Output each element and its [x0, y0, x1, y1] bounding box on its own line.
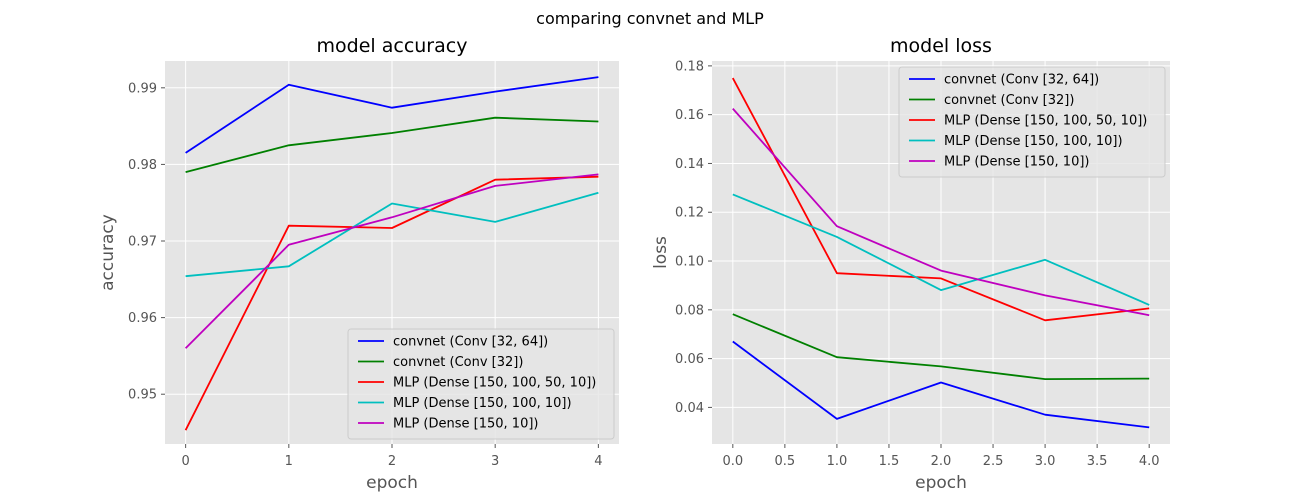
x-tick-label: 1.0	[827, 454, 848, 469]
x-tick-label: 0.5	[775, 454, 796, 469]
legend-label: MLP (Dense [150, 100, 50, 10])	[944, 114, 1147, 129]
legend-label: MLP (Dense [150, 10])	[393, 417, 539, 432]
x-tick-label: 4.0	[1139, 454, 1160, 469]
series-line	[732, 340, 1150, 429]
y-tick-label: 0.14	[675, 157, 704, 172]
x-tick-label: 3.0	[1035, 454, 1056, 469]
y-axis-label: accuracy	[98, 214, 118, 291]
legend-label: MLP (Dense [150, 100, 10])	[944, 134, 1123, 149]
y-tick-label: 0.18	[675, 59, 704, 74]
series-line	[732, 77, 1150, 322]
x-tick-label: 0	[181, 454, 189, 469]
legend-label: convnet (Conv [32, 64])	[393, 335, 548, 350]
series-line	[185, 76, 599, 154]
series-line	[185, 191, 599, 278]
legend-box	[347, 328, 615, 440]
x-tick-label: 2.5	[983, 454, 1004, 469]
chart-title: model accuracy	[317, 35, 468, 57]
y-tick-label: 0.06	[675, 352, 704, 367]
x-tick-label: 4	[594, 454, 602, 469]
legend: convnet (Conv [32, 64]) convnet (Conv [32…	[898, 66, 1166, 178]
x-tick-label: 1	[285, 454, 293, 469]
y-axis-label: loss	[651, 236, 671, 269]
x-tick-label: 2.0	[931, 454, 952, 469]
y-tick-label: 0.99	[128, 81, 157, 96]
legend-label: convnet (Conv [32])	[944, 93, 1074, 108]
series-line	[184, 175, 599, 431]
x-tick-label: 2	[388, 454, 396, 469]
y-tick-label: 0.95	[128, 388, 157, 403]
legend-box	[898, 66, 1166, 178]
x-axis-label: epoch	[366, 473, 418, 493]
legend-label: convnet (Conv [32])	[393, 355, 523, 370]
y-tick-label: 0.98	[128, 158, 157, 173]
x-axis-label: epoch	[915, 473, 967, 493]
series-line	[732, 313, 1150, 381]
accuracy-chart: 0 1 2 3 4 0.95 0.96 0.97 0.98 0.99 model accuracy e…	[98, 35, 619, 493]
y-tick-label: 0.10	[675, 255, 704, 270]
x-tick-label: 1.5	[879, 454, 900, 469]
y-tick-label: 0.97	[128, 235, 157, 250]
x-tick-label: 0.0	[722, 454, 743, 469]
series-line	[732, 193, 1150, 306]
y-tick-label: 0.04	[675, 401, 704, 416]
y-tick-label: 0.96	[128, 311, 157, 326]
series-line	[185, 116, 599, 173]
loss-chart: 0.0 0.5 1.0 1.5 2.0 2.5 3.0 3.5 4.0 0.04 0.06 0.08 0…	[651, 35, 1170, 493]
legend-label: MLP (Dense [150, 100, 50, 10])	[393, 376, 596, 391]
legend: convnet (Conv [32, 64]) convnet (Conv [32…	[347, 328, 615, 440]
figure-title: comparing convnet and MLP	[536, 9, 764, 28]
y-tick-label: 0.08	[675, 303, 704, 318]
y-tick-label: 0.16	[675, 108, 704, 123]
x-tick-label: 3	[491, 454, 499, 469]
chart-title: model loss	[890, 35, 992, 57]
legend-label: MLP (Dense [150, 10])	[944, 155, 1090, 170]
y-tick-label: 0.12	[675, 206, 704, 221]
legend-label: MLP (Dense [150, 100, 10])	[393, 396, 572, 411]
series-line	[732, 108, 1150, 317]
x-tick-label: 3.5	[1087, 454, 1108, 469]
legend-label: convnet (Conv [32, 64])	[944, 73, 1099, 88]
series-line	[184, 173, 599, 349]
